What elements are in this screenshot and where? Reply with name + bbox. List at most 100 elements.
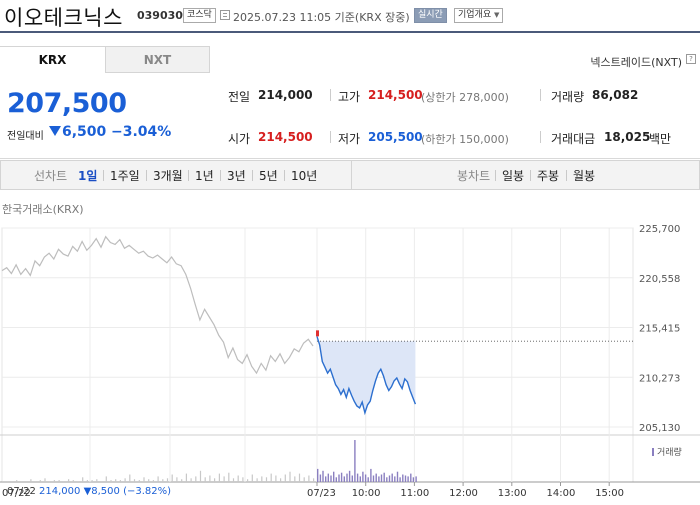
volume-bar — [6, 481, 8, 482]
volume-bar — [338, 474, 340, 482]
y-tick-label: 210,273 — [639, 373, 680, 384]
volume-bar — [370, 468, 372, 482]
volume-bar — [171, 474, 173, 482]
realtime-button[interactable]: 실시간 — [414, 8, 447, 23]
x-tick-label: 12:00 — [449, 488, 478, 499]
stock-code: 039030 — [137, 9, 183, 22]
volume-bar — [275, 475, 277, 482]
low-value: 205,500 — [368, 130, 423, 144]
volume-bar — [44, 478, 46, 482]
volume-bar — [364, 474, 367, 482]
volume-bar — [415, 476, 417, 482]
open-marker — [316, 330, 319, 337]
period-5y[interactable]: 5년 — [259, 169, 278, 183]
low-label: 저가 — [338, 132, 361, 146]
volume-bar — [181, 479, 183, 482]
candle-weekly[interactable]: 주봉 — [537, 169, 560, 183]
change-value: 6,500 — [62, 124, 107, 140]
volume-bar — [294, 476, 296, 482]
period-1w[interactable]: 1주일 — [110, 169, 140, 183]
volume-bar — [280, 478, 282, 482]
open-label: 시가 — [228, 132, 251, 146]
period-3y[interactable]: 3년 — [227, 169, 246, 183]
volume-bar — [185, 473, 187, 482]
tab-krx[interactable]: KRX — [0, 46, 105, 73]
volume-bar — [354, 440, 356, 482]
volume-bar — [394, 476, 396, 482]
header-divider — [0, 31, 700, 33]
volume-bar — [11, 481, 13, 482]
y-ticks: 225,700 220,558 215,415 210,273 205,130 — [639, 224, 680, 434]
x-tick-label: 11:00 — [400, 488, 429, 499]
footer-date: 07/22 — [7, 486, 36, 497]
volume-bar — [270, 473, 272, 482]
volume-bar — [303, 477, 305, 482]
volume-bar — [237, 475, 239, 482]
volume-bar — [322, 470, 324, 482]
help-icon[interactable]: ? — [686, 54, 696, 64]
volume-bar — [115, 479, 117, 482]
volume-bar — [39, 480, 41, 482]
volume-bar — [124, 478, 126, 482]
line-chart-label: 선차트 — [34, 169, 68, 183]
volume-bar — [152, 480, 154, 482]
volume-bar — [378, 476, 380, 482]
candle-chart-label: 봉차트 — [457, 169, 491, 183]
volume-bar — [218, 473, 220, 482]
volume-bar — [105, 476, 107, 482]
volume-bar — [346, 473, 348, 482]
volume-bar — [412, 477, 415, 482]
volume-bar — [284, 474, 286, 482]
prev-close-label: 전일 — [228, 90, 251, 104]
volume-bar — [380, 474, 383, 482]
volume-bar — [176, 477, 178, 482]
footer-close: 214,000 — [39, 486, 81, 497]
volume-bar — [35, 481, 37, 482]
volume-bar — [214, 478, 216, 482]
change-percent: −3.04% — [111, 124, 172, 140]
divider — [330, 89, 331, 101]
candle-daily[interactable]: 일봉 — [502, 169, 525, 183]
volume-bar — [143, 477, 145, 482]
prev-day-line — [1, 235, 314, 375]
period-10y[interactable]: 10년 — [291, 169, 318, 183]
y-tick-label: 205,130 — [639, 423, 680, 434]
volume-bar — [298, 473, 301, 482]
divider — [351, 160, 352, 190]
volume-bar — [391, 473, 393, 482]
volume-bar — [204, 477, 206, 482]
tab-nxt[interactable]: NXT — [105, 46, 210, 73]
timestamp: 2025.07.23 11:05 기준(KRX 장중) — [233, 11, 410, 24]
volume-bar — [356, 473, 359, 482]
volume-bar — [16, 480, 18, 482]
lower-limit: (하한가 150,000) — [421, 133, 509, 146]
divider — [495, 170, 496, 181]
volume-bar — [351, 475, 353, 482]
period-1d[interactable]: 1일 — [78, 169, 98, 183]
volume-bar — [228, 472, 230, 482]
volume-bar — [72, 480, 74, 482]
volume-bar — [404, 475, 407, 482]
y-tick-label: 220,558 — [639, 274, 680, 285]
chart-footer: 07/22 214,000 ▼8,500 (−3.82%) — [7, 486, 171, 497]
volume-bar — [319, 474, 322, 482]
volume-bar — [308, 475, 310, 482]
volume-value: 86,082 — [592, 88, 639, 102]
company-info-button[interactable]: 기업개요 ▼ — [454, 8, 504, 23]
volume-bar — [367, 477, 369, 482]
volume-bar — [359, 476, 361, 482]
volume-bar — [343, 476, 345, 482]
volume-label: 거래량 — [551, 90, 585, 104]
x-tick-label: 15:00 — [595, 488, 624, 499]
divider — [146, 170, 147, 181]
nxt-link[interactable]: 넥스트레이드(NXT) — [590, 56, 682, 69]
period-1y[interactable]: 1년 — [195, 169, 214, 183]
current-price: 207,500 — [7, 88, 127, 119]
period-3m[interactable]: 3개월 — [153, 169, 183, 183]
x-tick-label: 07/23 — [307, 488, 336, 499]
x-ticks: 07/22 07/23 10:00 11:00 12:00 13:00 14:00 15:00 — [2, 488, 624, 499]
volume-bar — [256, 478, 258, 482]
volume-bar — [383, 472, 385, 482]
volume-bar — [265, 477, 268, 482]
candle-monthly[interactable]: 월봉 — [573, 169, 596, 183]
